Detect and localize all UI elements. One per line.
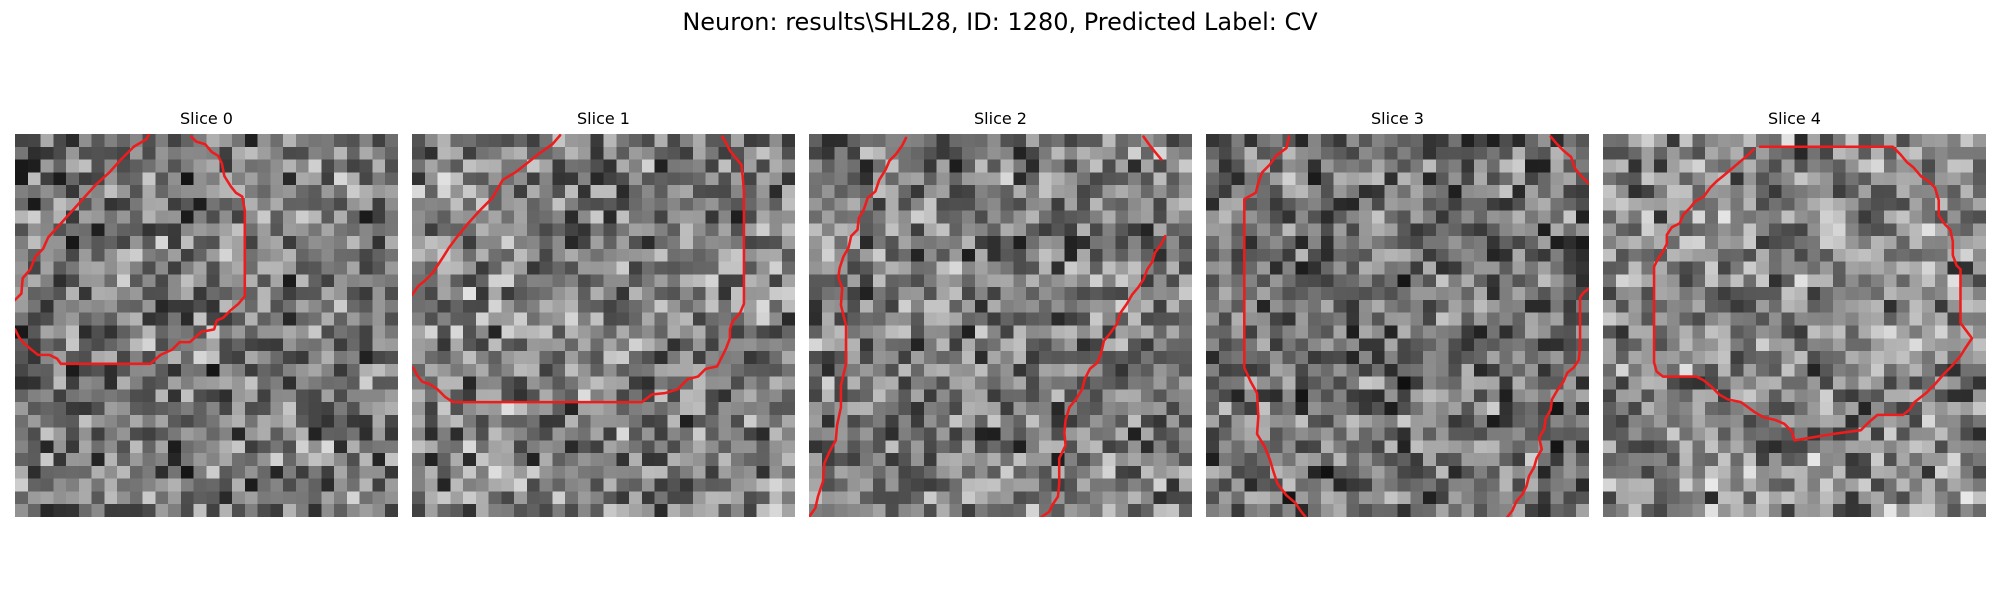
contour-line-3-2 [1506,287,1589,517]
contour-line-1-0 [412,134,562,297]
contour-line-2-2 [1040,234,1167,517]
slice-image-4 [1603,134,1986,517]
slice-title-0: Slice 0 [180,109,233,128]
slice-title-3: Slice 3 [1371,109,1424,128]
contour-line-4-0 [1652,145,1974,442]
slice-image-1 [412,134,795,517]
contour-line-3-1 [1549,135,1589,186]
slice-title-2: Slice 2 [974,109,1027,128]
figure-title: Neuron: results\SHL28, ID: 1280, Predict… [682,8,1318,36]
slice-image-0 [15,134,398,517]
slice-title-1: Slice 1 [577,109,630,128]
contour-line-0-0 [15,134,151,302]
contour-line-2-1 [1142,135,1163,161]
contour-line-1-1 [412,135,746,404]
contour-line-3-0 [1243,135,1307,517]
slice-image-2 [809,134,1192,517]
slice-image-3 [1206,134,1589,517]
contour-line-2-0 [809,136,908,517]
slice-title-4: Slice 4 [1768,109,1821,128]
contour-line-0-1 [15,135,247,366]
